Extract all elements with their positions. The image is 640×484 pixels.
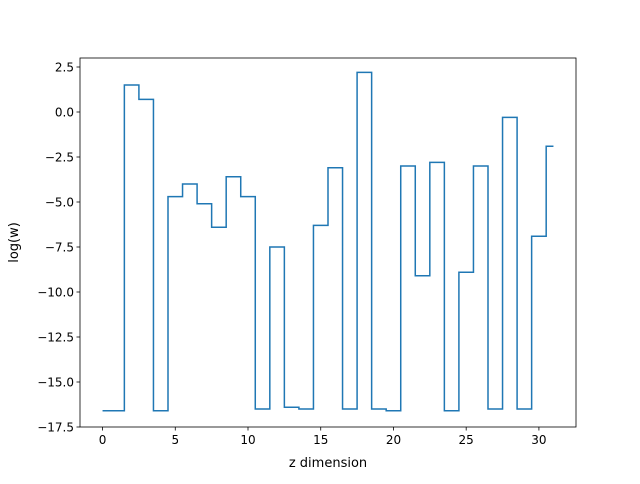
series-layer bbox=[102, 71, 554, 412]
plot-frame bbox=[79, 57, 577, 428]
y-tick-label: −10.0 bbox=[37, 285, 74, 299]
y-tick-label: −7.5 bbox=[45, 240, 74, 254]
x-tick-label: 10 bbox=[240, 433, 255, 447]
x-tick-label: 25 bbox=[459, 433, 474, 447]
y-tick-label: −12.5 bbox=[37, 330, 74, 344]
y-tick-label: 2.5 bbox=[55, 60, 74, 74]
y-axis-label: log(w) bbox=[7, 222, 22, 263]
x-tick-label: 15 bbox=[313, 433, 328, 447]
x-tick-label: 20 bbox=[386, 433, 401, 447]
y-tick-label: −15.0 bbox=[37, 375, 74, 389]
x-tick-label: 0 bbox=[99, 433, 107, 447]
series-line-0 bbox=[102, 71, 554, 412]
x-axis-label: z dimension bbox=[289, 456, 367, 471]
y-tick-label: 0.0 bbox=[55, 105, 74, 119]
x-tick-label: 5 bbox=[171, 433, 179, 447]
x-axis: 0 5 10 15 20 25 30 bbox=[99, 427, 547, 447]
y-tick-label: −17.5 bbox=[37, 420, 74, 434]
y-tick-label: −5.0 bbox=[45, 195, 74, 209]
y-tick-label: −2.5 bbox=[45, 150, 74, 164]
x-tick-label: 30 bbox=[531, 433, 546, 447]
plot-area bbox=[80, 58, 576, 427]
y-axis: 2.5 0.0 −2.5 −5.0 −7.5 −10.0 −12.5 −15.0 −17.5 bbox=[37, 60, 80, 434]
